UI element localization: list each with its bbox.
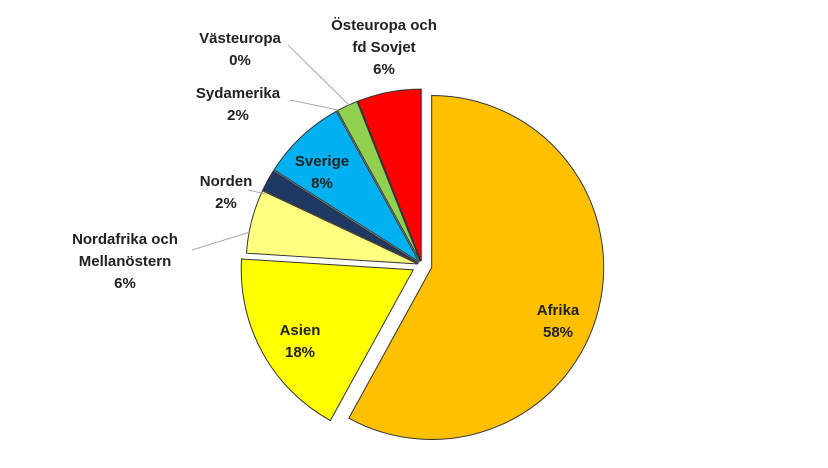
pie-slice bbox=[273, 110, 420, 263]
leader-line bbox=[289, 99, 339, 111]
value-label: 6% bbox=[373, 61, 395, 78]
slice-label: Afrika 58% bbox=[513, 300, 603, 344]
value-label: 2% bbox=[227, 107, 249, 124]
value-label: 2% bbox=[215, 195, 237, 212]
slice-label: Asien 18% bbox=[255, 320, 345, 364]
value-label: 58% bbox=[542, 324, 574, 341]
pie-slice bbox=[262, 170, 419, 264]
slice-label: Nordafrika och Mellanöstern 6% bbox=[60, 229, 190, 295]
value-label: 8% bbox=[311, 175, 333, 192]
category-label: Västeuropa bbox=[199, 30, 281, 47]
value-label: 6% bbox=[114, 275, 136, 292]
leader-line bbox=[191, 231, 251, 251]
slice-label: Norden 2% bbox=[186, 171, 266, 215]
category-label: Sydamerika bbox=[195, 85, 281, 102]
category-label: Östeuropa och fd Sovjet bbox=[331, 17, 437, 56]
leader-line bbox=[247, 189, 267, 195]
pie-slice bbox=[245, 190, 419, 265]
pie-slice bbox=[357, 88, 422, 262]
category-label: Afrika bbox=[536, 302, 580, 319]
slice-label: Sverige 8% bbox=[277, 151, 367, 195]
slice-label: Östeuropa och fd Sovjet 6% bbox=[328, 15, 440, 81]
slice-label: Sydamerika 2% bbox=[183, 83, 293, 127]
value-label: 0% bbox=[229, 52, 251, 69]
category-label: Nordafrika och Mellanöstern bbox=[72, 231, 178, 270]
leader-line bbox=[287, 44, 351, 107]
pie-slice bbox=[240, 258, 415, 422]
category-label: Norden bbox=[199, 173, 253, 190]
category-label: Asien bbox=[279, 322, 321, 339]
slice-label: Västeuropa 0% bbox=[185, 28, 295, 72]
value-label: 18% bbox=[284, 344, 316, 361]
category-label: Sverige bbox=[294, 153, 350, 170]
pie-slice bbox=[348, 94, 605, 440]
